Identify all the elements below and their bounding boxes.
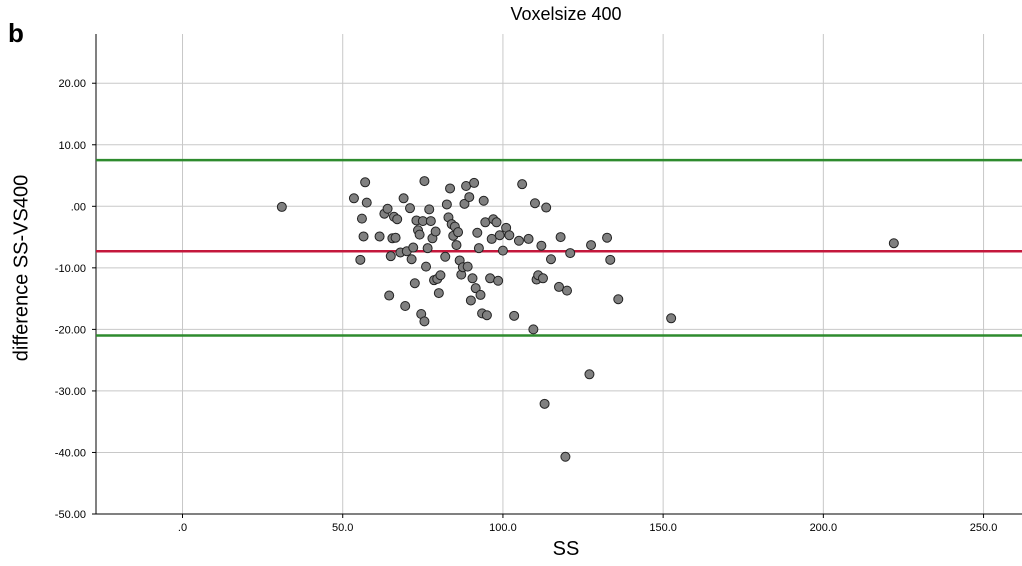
data-point xyxy=(555,232,566,243)
data-point xyxy=(493,275,504,286)
data-point xyxy=(400,301,411,311)
data-point xyxy=(451,240,462,251)
data-point xyxy=(888,238,899,249)
x-tick-label: 200.0 xyxy=(810,522,838,534)
data-point xyxy=(513,235,524,246)
data-point xyxy=(523,233,534,244)
data-point xyxy=(419,316,430,327)
data-point xyxy=(462,261,473,272)
data-point xyxy=(545,254,556,265)
data-point xyxy=(536,240,547,251)
chart-title: Voxelsize 400 xyxy=(510,4,622,24)
y-tick-label: 10.00 xyxy=(58,140,86,152)
data-point xyxy=(358,231,369,242)
y-tick-label: 20.00 xyxy=(58,78,86,90)
x-axis-label: SS xyxy=(552,538,580,560)
panel-label: b xyxy=(8,18,24,48)
data-point xyxy=(356,213,367,224)
data-point xyxy=(425,216,436,227)
data-point xyxy=(435,270,446,281)
data-point xyxy=(473,243,484,254)
data-point xyxy=(440,251,451,262)
data-point xyxy=(486,233,497,244)
data-point xyxy=(509,310,520,321)
data-point xyxy=(414,229,425,240)
data-point xyxy=(430,226,441,237)
data-point xyxy=(361,197,372,208)
data-point xyxy=(491,217,502,228)
data-point xyxy=(529,198,540,209)
data-point xyxy=(481,310,492,321)
data-point xyxy=(453,227,464,238)
data-point xyxy=(406,254,417,265)
data-point xyxy=(537,273,548,284)
data-point xyxy=(374,231,385,242)
data-point xyxy=(421,261,432,272)
data-point xyxy=(445,183,456,194)
y-tick-label: -40.00 xyxy=(55,447,86,459)
data-point xyxy=(398,193,409,204)
data-point xyxy=(459,198,470,209)
data-point xyxy=(355,254,366,265)
y-tick-label: -30.00 xyxy=(55,386,86,398)
data-point xyxy=(382,203,393,214)
y-tick-label: -20.00 xyxy=(55,324,86,336)
data-point xyxy=(433,288,444,299)
x-tick-label: 50.0 xyxy=(332,522,353,534)
data-point xyxy=(467,273,478,284)
y-tick-label: -10.00 xyxy=(55,263,86,275)
x-tick-label: 250.0 xyxy=(970,522,998,534)
data-point xyxy=(385,251,396,262)
data-point xyxy=(478,195,489,206)
data-point xyxy=(392,214,403,225)
data-point xyxy=(360,177,371,188)
data-point xyxy=(494,230,505,241)
data-point xyxy=(419,176,430,187)
data-point xyxy=(565,248,576,259)
data-point xyxy=(276,201,287,212)
data-point xyxy=(613,294,624,305)
data-point xyxy=(390,232,401,243)
x-tick-label: .0 xyxy=(178,522,187,534)
data-point xyxy=(562,285,573,296)
data-point xyxy=(422,243,433,254)
data-point xyxy=(348,193,359,204)
data-point xyxy=(409,278,420,289)
data-point xyxy=(441,199,452,210)
data-point xyxy=(517,179,528,190)
data-point xyxy=(408,242,419,253)
data-point xyxy=(405,203,416,214)
y-tick-label: .00 xyxy=(71,201,86,213)
data-point xyxy=(666,313,677,324)
data-point xyxy=(586,240,597,251)
data-point xyxy=(605,254,616,265)
data-point xyxy=(475,289,486,300)
data-point xyxy=(528,324,539,335)
data-point xyxy=(472,227,483,238)
data-point xyxy=(541,202,552,213)
data-point xyxy=(560,451,571,462)
data-point xyxy=(497,245,508,256)
data-point xyxy=(584,369,595,380)
x-tick-label: 100.0 xyxy=(489,522,517,534)
data-point xyxy=(464,192,475,203)
data-point xyxy=(384,290,395,301)
data-point xyxy=(554,281,564,292)
data-point xyxy=(469,177,480,188)
data-point xyxy=(424,204,435,215)
data-point xyxy=(465,295,476,306)
data-point xyxy=(602,232,613,243)
data-point xyxy=(539,398,550,409)
y-tick-label: -50.00 xyxy=(55,509,86,521)
x-tick-label: 150.0 xyxy=(649,522,677,534)
data-point xyxy=(504,230,515,241)
data-point xyxy=(470,283,481,294)
